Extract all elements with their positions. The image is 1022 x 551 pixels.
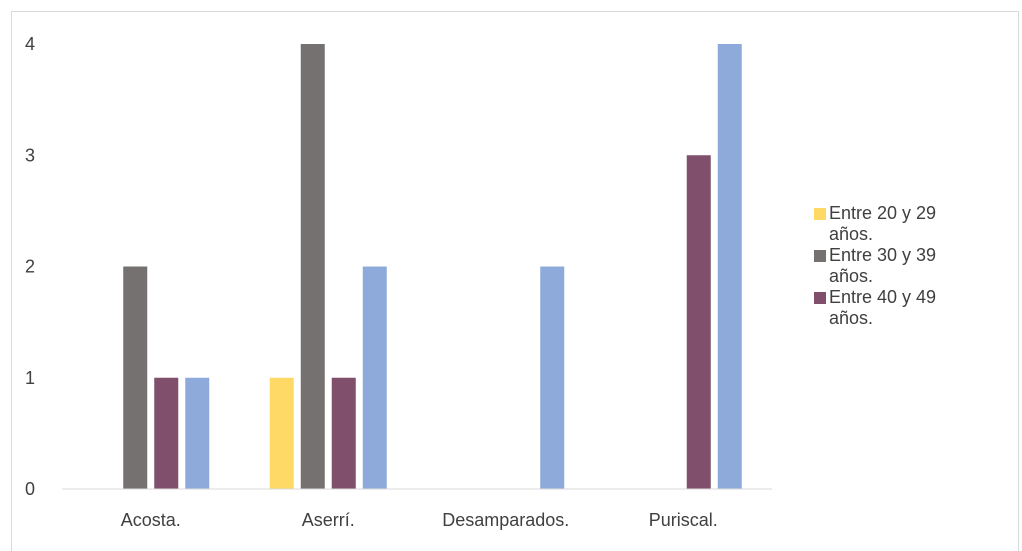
x-axis-ticks: Acosta. Aserrí. Desamparados. Puriscal.	[121, 510, 718, 530]
x-tick-label: Acosta.	[121, 510, 181, 530]
y-tick-label: 3	[25, 145, 35, 165]
legend-swatch	[814, 208, 826, 220]
legend-swatch	[814, 292, 826, 304]
legend-item: Entre 20 y 29 años.	[814, 203, 994, 245]
legend-label: Entre 30 y 39 años.	[829, 245, 937, 286]
legend-label: Entre 20 y 29 años.	[829, 203, 937, 244]
chart-frame	[11, 11, 1019, 551]
bar	[362, 266, 387, 489]
bar	[300, 44, 325, 489]
legend-label: Entre 40 y 49 años.	[829, 287, 937, 328]
legend-item: Entre 40 y 49 años.	[814, 287, 994, 329]
legend-swatch	[814, 250, 826, 262]
y-tick-label: 1	[25, 368, 35, 388]
x-tick-label: Aserrí.	[302, 510, 355, 530]
x-tick-label: Puriscal.	[649, 510, 718, 530]
bar	[154, 377, 179, 489]
bars	[123, 44, 742, 489]
legend: Entre 20 y 29 años. Entre 30 y 39 años. …	[814, 203, 994, 329]
y-tick-label: 2	[25, 257, 35, 277]
y-axis-ticks: 0 1 2 3 4	[25, 34, 35, 499]
legend-item: Entre 30 y 39 años.	[814, 245, 994, 287]
bar	[331, 377, 356, 489]
x-tick-label: Desamparados.	[442, 510, 569, 530]
bar	[540, 266, 565, 489]
bar	[123, 266, 148, 489]
y-tick-label: 4	[25, 34, 35, 54]
bar	[686, 155, 711, 489]
y-tick-label: 0	[25, 479, 35, 499]
bar	[185, 377, 210, 489]
bar	[717, 44, 742, 489]
bar	[269, 377, 294, 489]
